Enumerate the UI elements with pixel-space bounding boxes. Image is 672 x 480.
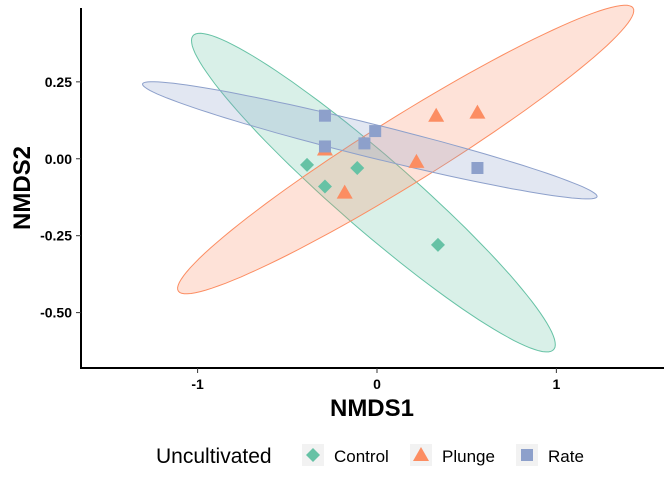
point-plunge [408, 153, 425, 168]
y-tick-label: -0.50 [40, 305, 72, 321]
y-tick-label: 0.25 [45, 74, 72, 90]
legend-square-icon [521, 449, 533, 461]
legend-diamond-icon [306, 448, 320, 462]
data-points [300, 104, 486, 252]
y-axis-title: NMDS2 [9, 146, 36, 230]
point-rate [471, 162, 484, 174]
legend-icons [306, 447, 533, 462]
point-control [430, 237, 445, 252]
legend-title: Uncultivated [156, 445, 272, 468]
point-rate [318, 109, 331, 122]
point-control [300, 157, 315, 172]
point-rate [369, 125, 382, 138]
point-rate [318, 140, 331, 153]
ellipse-control [190, 32, 556, 353]
point-plunge [469, 104, 486, 119]
point-control [317, 179, 332, 194]
legend-triangle-icon [413, 447, 429, 461]
x-tick-label: 1 [552, 376, 560, 392]
point-plunge [336, 184, 353, 199]
legend: Uncultivated Control Plunge Rate [156, 444, 584, 468]
legend-label-rate: Rate [548, 447, 584, 466]
x-tick-label: -1 [191, 376, 204, 392]
x-axis-ticks: -1 0 1 [191, 368, 560, 392]
point-rate [358, 137, 371, 150]
y-tick-label: -0.25 [40, 228, 72, 244]
legend-label-control: Control [334, 447, 389, 466]
x-tick-label: 0 [373, 376, 381, 392]
y-axis-ticks: 0.25 0.00 -0.25 -0.50 [40, 74, 81, 321]
y-tick-label: 0.00 [45, 151, 72, 167]
x-axis-title: NMDS1 [330, 395, 414, 422]
legend-label-plunge: Plunge [442, 447, 495, 466]
point-control [350, 161, 365, 175]
ellipse-plunge [177, 4, 635, 295]
confidence-ellipses [141, 4, 635, 353]
point-plunge [428, 107, 445, 122]
